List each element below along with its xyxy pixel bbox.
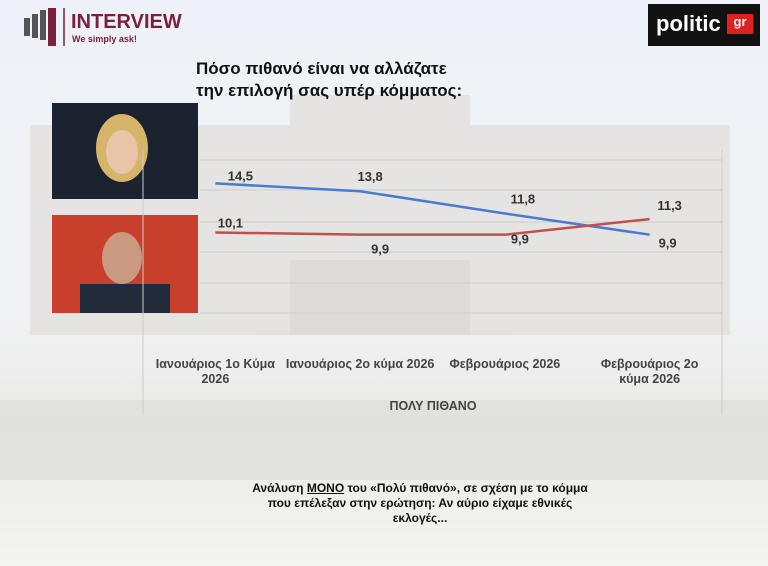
data-label: 10,1 <box>218 215 243 230</box>
footnote: Ανάλυση ΜΟΝΟ του «Πολύ πιθανό», σε σχέση… <box>250 481 590 526</box>
publisher-name: politic <box>656 11 721 36</box>
series-line <box>215 217 650 236</box>
data-label: 11,3 <box>657 198 682 213</box>
brand-slogan: We simply ask! <box>72 34 137 44</box>
x-tick-label: Ιανουάριος 2ο κύμα 2026 <box>285 357 435 371</box>
title-line: Πόσο πιθανό είναι να αλλάζατε <box>196 59 447 78</box>
x-tick-label: Φεβρουάριος 2ο κύμα 2026 <box>600 357 699 386</box>
data-label: 13,8 <box>357 169 382 184</box>
footnote-text: του «Πολύ πιθανό», σε σχέση με το κόμμα … <box>267 481 588 525</box>
footnote-emphasis: ΜΟΝΟ <box>306 481 345 495</box>
ground <box>0 400 768 480</box>
chart-title: Πόσο πιθανό είναι να αλλάζατε την επιλογ… <box>196 58 462 102</box>
publisher-badge <box>727 14 753 34</box>
x-axis-label: ΠΟΛΥ ΠΙΘΑΝΟ <box>389 399 477 413</box>
x-tick-label: Ιανουάριος 1ο Κύμα 2026 <box>155 357 275 386</box>
data-label: 9,9 <box>511 232 529 247</box>
data-label: 9,9 <box>659 236 677 251</box>
data-label: 9,9 <box>371 242 389 257</box>
publisher-suffix: gr <box>733 14 747 29</box>
brand-icon <box>24 8 56 46</box>
footnote-text: Ανάλυση <box>252 481 307 495</box>
photo-1-face <box>106 130 138 174</box>
photo-2-face <box>102 232 142 284</box>
title-line: την επιλογή σας υπέρ κόμματος: <box>196 81 463 100</box>
brand-name: INTERVIEW <box>71 11 182 33</box>
series-line <box>215 182 650 236</box>
photo-2-suit <box>80 284 170 313</box>
x-tick-label: Φεβρουάριος 2026 <box>449 357 561 371</box>
data-label: 11,8 <box>511 192 536 207</box>
data-label: 14,5 <box>228 168 253 183</box>
